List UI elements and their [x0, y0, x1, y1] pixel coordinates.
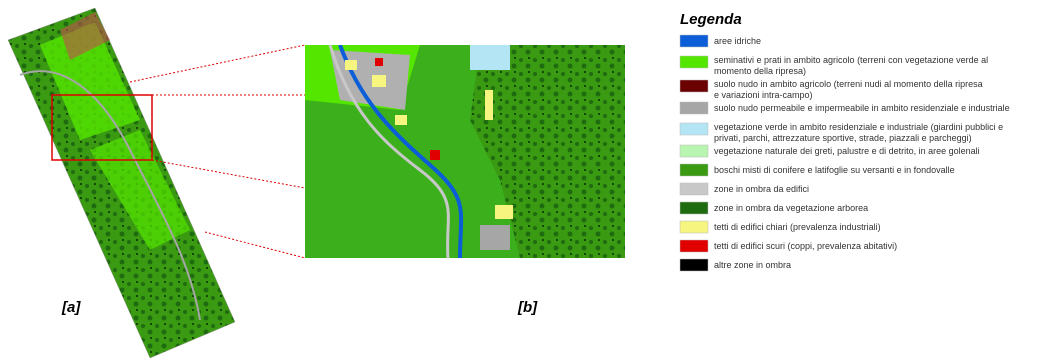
legend-swatch [680, 56, 708, 68]
legend-label: altre zone in ombra [714, 260, 791, 270]
legend-label: aree idriche [714, 36, 761, 46]
legend-swatch [680, 145, 708, 157]
legend-title: Legenda [680, 11, 742, 28]
legend-swatch [680, 221, 708, 233]
legend-swatch [680, 35, 708, 47]
legend-swatch [680, 183, 708, 195]
legend: aree idriche seminativi e prati in ambito… [680, 35, 1010, 271]
legend-label: suolo nudo in ambito agricolo (terreni n… [714, 79, 983, 89]
legend-label: momento della ripresa) [714, 66, 806, 76]
legend-label: e variazioni intra-campo) [714, 90, 813, 100]
legend-swatch [680, 164, 708, 176]
caption: [b] [517, 299, 538, 316]
legend-label: zone in ombra da vegetazione arborea [714, 203, 868, 213]
legend-label: zone in ombra da edifici [714, 184, 809, 194]
legend-label: seminativi e prati in ambito agricolo (t… [714, 55, 988, 65]
legend-swatch [680, 240, 708, 252]
legend-swatch [680, 123, 708, 135]
legend-label: suolo nudo permeabile e impermeabile in … [714, 103, 1010, 113]
detail-map [305, 45, 625, 258]
legend-label: vegetazione verde in ambito residenziale… [714, 122, 1003, 132]
legend-swatch [680, 259, 708, 271]
legend-label: tetti di edifici chiari (prevalenza indu… [714, 222, 881, 232]
figure: [a] [b] Legenda aree idriche seminativi e… [0, 0, 1039, 362]
legend-label: privati, parchi, attrezzature sportive, … [714, 133, 972, 143]
legend-swatch [680, 80, 708, 92]
legend-label: vegetazione naturale dei greti, palustre… [714, 146, 980, 156]
overview-map [8, 8, 235, 358]
legend-swatch [680, 202, 708, 214]
legend-label: boschi misti di conifere e latifoglie su… [714, 165, 955, 175]
caption: [a] [61, 299, 81, 316]
legend-label: tetti di edifici scuri (coppi, prevalenz… [714, 241, 897, 251]
legend-swatch [680, 102, 708, 114]
